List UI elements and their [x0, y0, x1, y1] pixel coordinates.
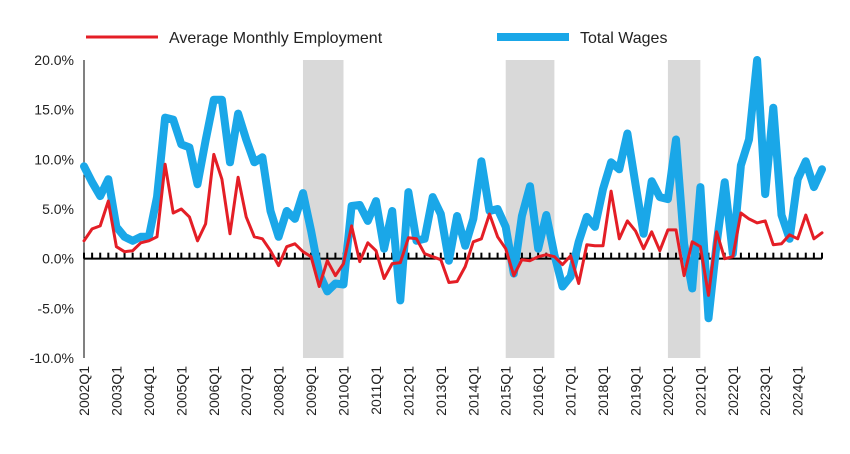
- x-tick-label: 2019Q1: [627, 366, 643, 416]
- legend-label-wages: Total Wages: [580, 30, 667, 47]
- y-tick-label: 15.0%: [34, 102, 74, 118]
- y-tick-label: 5.0%: [42, 201, 74, 217]
- y-tick-label: 0.0%: [42, 251, 74, 267]
- y-axis: 20.0% 15.0% 10.0% 5.0% 0.0% -5.0% -10.0%: [30, 52, 85, 366]
- x-tick-label: 2010Q1: [336, 366, 352, 416]
- x-tick-label: 2018Q1: [595, 366, 611, 416]
- x-tick-label: 2006Q1: [206, 366, 222, 416]
- x-tick-label: 2017Q1: [563, 366, 579, 416]
- x-tick-label: 2015Q1: [498, 366, 514, 416]
- x-tick-label: 2002Q1: [76, 366, 92, 416]
- x-tick-label: 2016Q1: [530, 366, 546, 416]
- x-tick-label: 2021Q1: [692, 366, 708, 416]
- x-tick-label: 2009Q1: [303, 366, 319, 416]
- x-tick-label: 2007Q1: [238, 366, 254, 416]
- series-line-employment: [82, 152, 824, 297]
- legend: Average Monthly Employment Total Wages: [86, 30, 667, 47]
- x-tick-label: 2023Q1: [757, 366, 773, 416]
- y-tick-label: -10.0%: [30, 350, 74, 366]
- x-tick-label: 2020Q1: [660, 366, 676, 416]
- x-tick-label: 2011Q1: [368, 366, 384, 415]
- x-axis: 2002Q1 2003Q1 2004Q1 2005Q1 2006Q1 2007Q1 2008…: [76, 252, 823, 416]
- x-tick-label: 2003Q1: [108, 366, 124, 416]
- x-tick-label: 2022Q1: [725, 366, 741, 416]
- x-tick-label: 2012Q1: [400, 366, 416, 416]
- x-tick-label: 2013Q1: [433, 366, 449, 416]
- x-tick-label: 2024Q1: [790, 366, 806, 416]
- y-tick-label: 20.0%: [34, 52, 74, 68]
- x-tick-label: 2005Q1: [173, 366, 189, 416]
- series-lines: [80, 56, 826, 323]
- y-tick-label: -5.0%: [37, 300, 74, 316]
- y-tick-label: 10.0%: [34, 151, 74, 167]
- legend-label-employment: Average Monthly Employment: [169, 30, 383, 47]
- x-tick-label: 2004Q1: [141, 366, 157, 416]
- series-line-wages: [80, 56, 826, 323]
- x-tick-label: 2008Q1: [271, 366, 287, 416]
- x-tick-label: 2014Q1: [465, 366, 481, 416]
